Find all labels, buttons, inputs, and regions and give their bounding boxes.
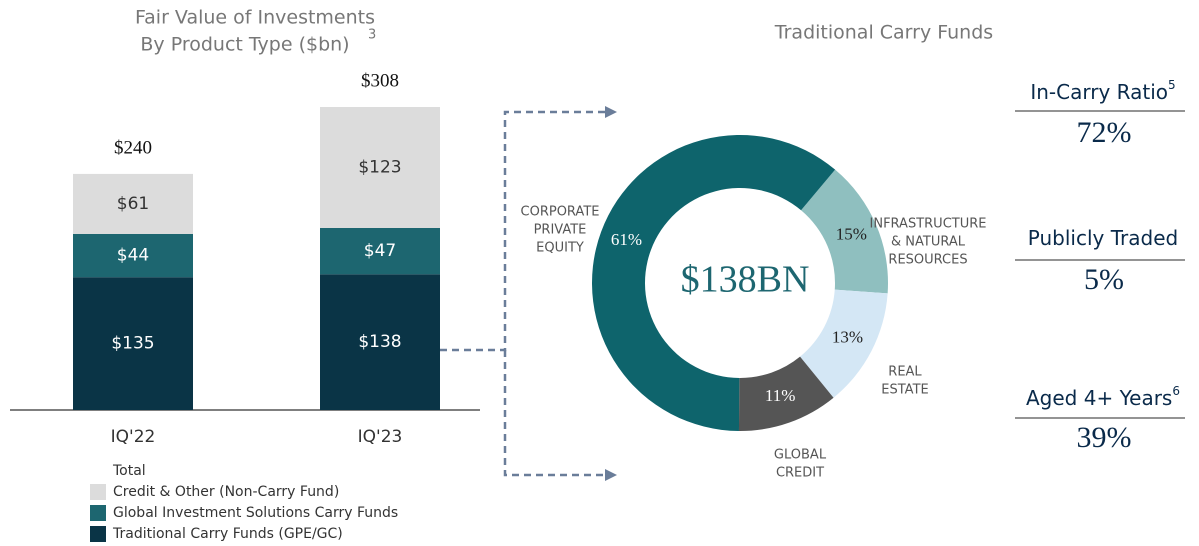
slice-category-label: & NATURAL [891, 235, 966, 250]
metric-label: Aged 4+ Years6 [1026, 384, 1180, 410]
legend-swatch [90, 526, 106, 542]
slice-category-label: GLOBAL [774, 448, 827, 463]
connector [440, 110, 605, 477]
arrowheads [605, 106, 617, 481]
slice-category-label: INFRASTRUCTURE [870, 217, 987, 232]
slice-category-label: CORPORATE [521, 205, 600, 220]
legend-label: Global Investment Solutions Carry Funds [113, 505, 398, 521]
slice-value-label: 11% [765, 386, 796, 405]
bar-segment [320, 228, 440, 275]
slice-value-label: 13% [832, 328, 863, 347]
legend-swatch [90, 505, 106, 521]
donut-slice [801, 169, 888, 294]
bar-title: By Product Type ($bn) [140, 34, 349, 56]
bar-segment [73, 173, 193, 234]
value-label: $44 [117, 246, 149, 266]
slice-category-label: PRIVATE [534, 223, 587, 238]
donut-slice [800, 289, 888, 398]
value-label: $135 [111, 334, 154, 354]
bar-segment [320, 107, 440, 229]
metric-value: 72% [1077, 116, 1132, 149]
metric-value: 39% [1077, 421, 1132, 454]
donut-title: Traditional Carry Funds [774, 22, 993, 44]
slice-category-label: EQUITY [536, 241, 584, 256]
metric-label: In-Carry Ratio5 [1030, 78, 1175, 104]
metric-label-text: Publicly Traded [1028, 226, 1178, 250]
slice-value-label: 15% [836, 225, 867, 244]
bar-segment [320, 274, 440, 410]
legend-label: Traditional Carry Funds (GPE/GC) [112, 526, 343, 542]
value-label: $47 [364, 241, 396, 261]
metric-value: 5% [1084, 263, 1124, 296]
slice-value-label: 61% [611, 230, 642, 249]
x-tick-label: IQ'23 [358, 427, 403, 447]
value-label: $123 [358, 158, 401, 178]
slice-category-label: CREDIT [776, 466, 824, 481]
slice-category-label: RESOURCES [888, 253, 967, 268]
metric-note: 6 [1172, 384, 1180, 398]
x-tick-label: IQ'22 [111, 427, 156, 447]
value-label: $61 [117, 194, 149, 214]
legend-total: Total [112, 463, 146, 479]
legend-swatch [90, 484, 106, 500]
donut-center-label: $138BN [681, 259, 810, 301]
metric-label-text: In-Carry Ratio [1030, 80, 1168, 104]
bar-title: Fair Value of Investments [135, 7, 375, 29]
slice-category-label: ESTATE [881, 383, 928, 398]
metric-label-text: Aged 4+ Years [1026, 386, 1172, 410]
metric-note: 5 [1168, 78, 1176, 92]
title-note: 3 [368, 28, 376, 43]
metric-label: Publicly Traded [1028, 226, 1178, 250]
bar-segment [73, 277, 193, 410]
total-label: $240 [114, 137, 152, 158]
donut-slice [592, 135, 836, 431]
legend-label: Credit & Other (Non-Carry Fund) [113, 484, 339, 500]
total-label: $308 [361, 70, 399, 91]
bar-segment [73, 233, 193, 278]
slice-category-label: REAL [888, 365, 922, 380]
value-label: $138 [358, 332, 401, 352]
donut-slice [738, 356, 834, 431]
